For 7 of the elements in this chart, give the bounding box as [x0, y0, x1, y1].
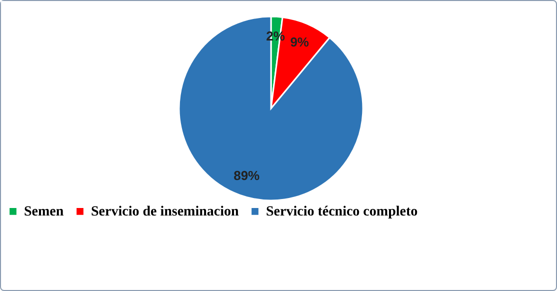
legend-label: Servicio de inseminacion — [91, 204, 239, 220]
data-label: 89% — [234, 168, 260, 184]
legend-label: Servicio técnico completo — [266, 204, 418, 220]
data-label: 2% — [266, 28, 286, 44]
pie-slice — [178, 16, 364, 202]
data-label: 9% — [290, 34, 310, 50]
legend-label: Semen — [24, 204, 64, 220]
